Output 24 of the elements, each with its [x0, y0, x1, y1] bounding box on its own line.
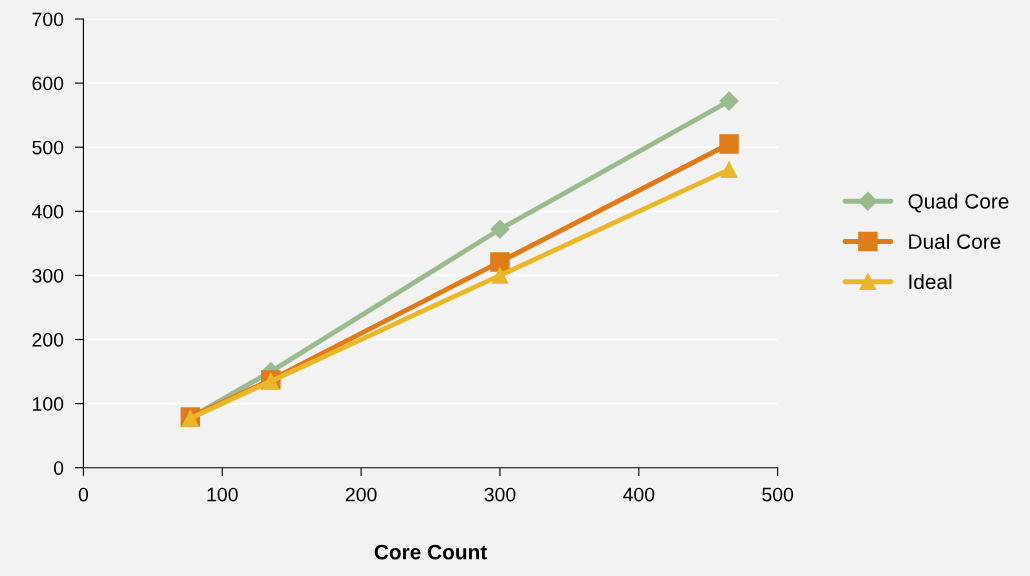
legend-label: Quad Core — [908, 193, 1009, 213]
y-tick-label: 700 — [32, 12, 64, 27]
x-tick-label: 300 — [484, 487, 516, 502]
y-tick-label: 600 — [32, 76, 64, 91]
legend-label: Ideal — [909, 273, 952, 290]
point — [490, 219, 510, 239]
y-tick-label: 500 — [32, 140, 64, 155]
point — [491, 267, 509, 284]
y-tick-label: 200 — [32, 332, 64, 347]
point — [490, 252, 510, 272]
point — [720, 161, 738, 178]
legend-label: Dual Core — [909, 233, 1001, 249]
x-tick-label: 200 — [345, 487, 377, 502]
y-tick-label: 400 — [31, 204, 64, 219]
point — [719, 91, 739, 111]
x-tick-label: 500 — [762, 487, 794, 502]
x-tick-label: 100 — [207, 487, 238, 502]
point — [719, 134, 739, 154]
x-tick-label: 0 — [78, 487, 89, 502]
y-tick-label: 0 — [53, 461, 64, 475]
y-tick-label: 100 — [33, 397, 64, 411]
x-axis-title: Core Count — [374, 544, 487, 560]
x-tick-label: 400 — [623, 487, 655, 502]
y-tick-label: 300 — [32, 268, 64, 283]
